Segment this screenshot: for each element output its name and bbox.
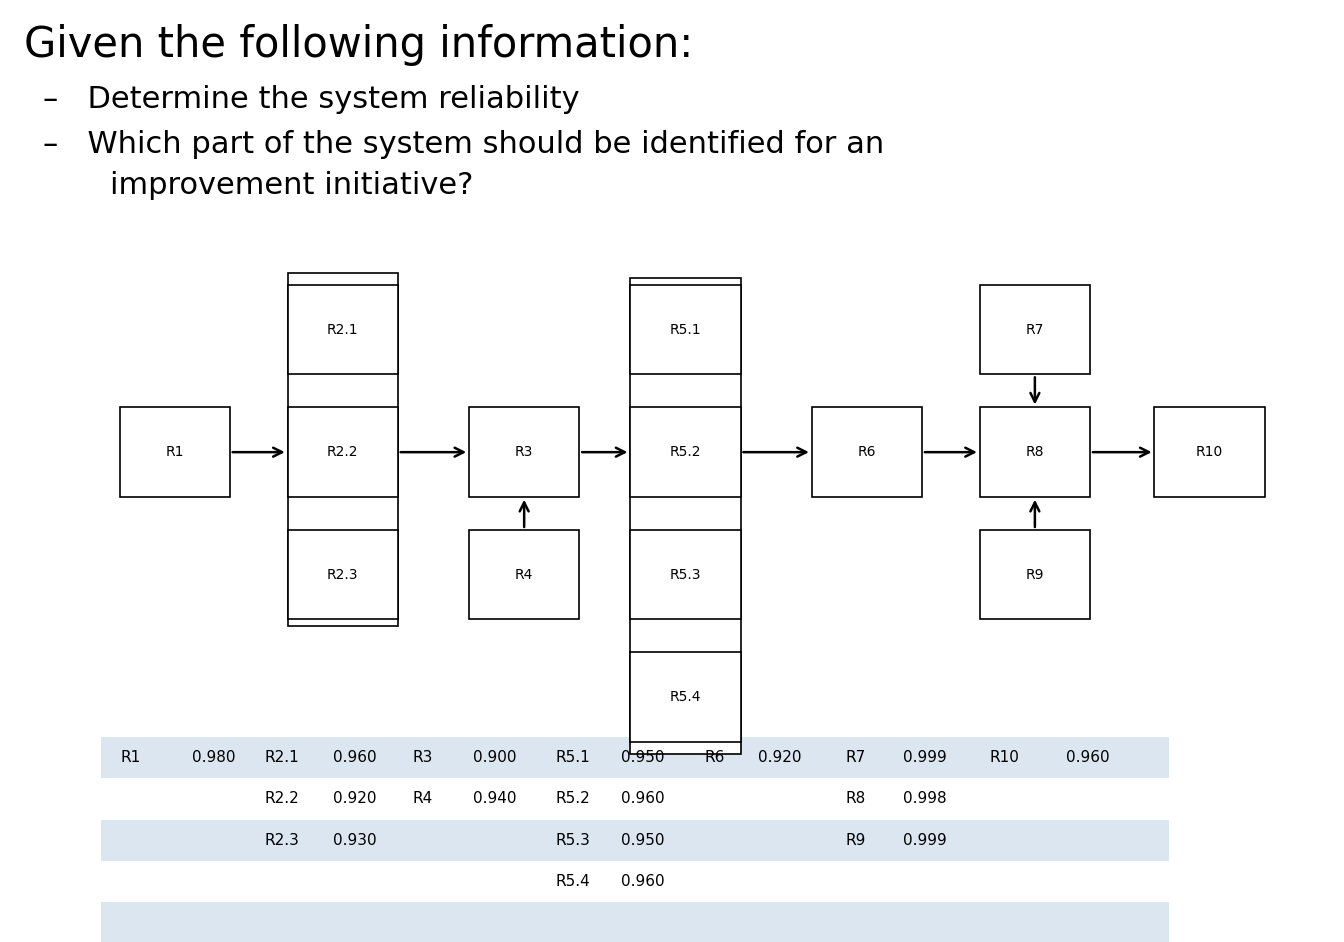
Text: R5.4: R5.4: [669, 690, 702, 704]
Text: 0.950: 0.950: [621, 833, 664, 848]
Bar: [469, 407, 579, 497]
Text: R3: R3: [515, 446, 534, 459]
Bar: [980, 407, 1090, 497]
Bar: [980, 284, 1090, 374]
Text: R4: R4: [413, 791, 433, 806]
Text: 0.998: 0.998: [903, 791, 946, 806]
Text: R9: R9: [1025, 568, 1044, 581]
Text: R5.2: R5.2: [669, 446, 702, 459]
Bar: [101, 861, 1169, 902]
Text: R5.1: R5.1: [555, 750, 590, 765]
Bar: [101, 737, 1169, 778]
Text: 0.950: 0.950: [621, 750, 664, 765]
Text: 0.920: 0.920: [758, 750, 801, 765]
Text: R8: R8: [845, 791, 866, 806]
Text: R5.3: R5.3: [555, 833, 590, 848]
Bar: [630, 529, 741, 620]
Text: R3: R3: [413, 750, 433, 765]
Bar: [288, 529, 398, 620]
Bar: [630, 653, 741, 742]
Text: R1: R1: [121, 750, 141, 765]
Text: 0.960: 0.960: [1066, 750, 1109, 765]
Text: R6: R6: [857, 446, 876, 459]
Bar: [630, 278, 741, 754]
Text: R5.4: R5.4: [555, 874, 590, 889]
Text: 0.980: 0.980: [192, 750, 235, 765]
Bar: [980, 529, 1090, 620]
Bar: [101, 820, 1169, 861]
Text: R2.3: R2.3: [265, 833, 300, 848]
Bar: [288, 273, 398, 626]
Bar: [101, 902, 1169, 942]
Text: R10: R10: [1196, 446, 1223, 459]
Text: R9: R9: [845, 833, 866, 848]
Text: 0.999: 0.999: [903, 750, 948, 765]
Text: R4: R4: [515, 568, 534, 581]
Bar: [630, 407, 741, 497]
Text: –   Which part of the system should be identified for an: – Which part of the system should be ide…: [43, 130, 884, 159]
Text: –   Determine the system reliability: – Determine the system reliability: [43, 85, 579, 114]
Bar: [812, 407, 922, 497]
Text: R2.1: R2.1: [265, 750, 300, 765]
Text: R5.2: R5.2: [555, 791, 590, 806]
Text: R2.2: R2.2: [265, 791, 300, 806]
Bar: [469, 529, 579, 620]
Bar: [101, 778, 1169, 820]
Text: Given the following information:: Given the following information:: [24, 24, 694, 66]
Text: 0.900: 0.900: [473, 750, 516, 765]
Bar: [288, 284, 398, 374]
Text: improvement initiative?: improvement initiative?: [110, 171, 473, 201]
Text: 0.960: 0.960: [621, 791, 664, 806]
Text: 0.930: 0.930: [333, 833, 376, 848]
Bar: [1154, 407, 1265, 497]
Text: R6: R6: [704, 750, 724, 765]
Bar: [120, 407, 230, 497]
Text: 0.960: 0.960: [621, 874, 664, 889]
Text: R7: R7: [1025, 323, 1044, 336]
Text: R8: R8: [1025, 446, 1044, 459]
Text: 0.960: 0.960: [333, 750, 376, 765]
Text: R2.3: R2.3: [327, 568, 359, 581]
Bar: [630, 284, 741, 374]
Text: R2.2: R2.2: [327, 446, 359, 459]
Text: R1: R1: [165, 446, 184, 459]
Text: 0.999: 0.999: [903, 833, 948, 848]
Text: R5.1: R5.1: [669, 323, 702, 336]
Text: 0.920: 0.920: [333, 791, 376, 806]
Text: R5.3: R5.3: [669, 568, 702, 581]
Bar: [288, 407, 398, 497]
Text: 0.940: 0.940: [473, 791, 516, 806]
Text: R10: R10: [989, 750, 1019, 765]
Text: R7: R7: [845, 750, 866, 765]
Text: R2.1: R2.1: [327, 323, 359, 336]
